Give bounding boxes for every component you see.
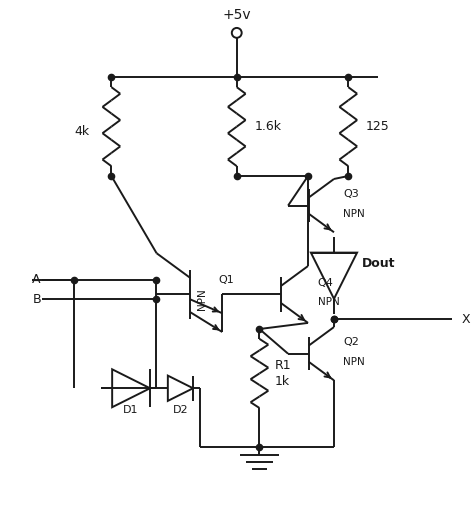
Text: X: X [462,313,471,325]
Text: NPN: NPN [343,356,365,367]
Text: 1.6k: 1.6k [255,120,282,133]
Text: NPN: NPN [343,208,365,219]
Text: NPN: NPN [318,298,339,307]
Text: 1k: 1k [274,375,290,388]
Text: R1: R1 [274,359,291,372]
Text: 4k: 4k [74,125,90,138]
Text: B: B [32,293,41,306]
Text: D2: D2 [173,405,188,415]
Text: D1: D1 [123,405,139,415]
Text: Q4: Q4 [318,278,334,287]
Text: NPN: NPN [197,288,207,310]
Text: Dout: Dout [362,258,395,270]
Text: 125: 125 [366,120,390,133]
Text: Q2: Q2 [343,337,359,347]
Text: A: A [32,273,41,286]
Text: Q3: Q3 [343,189,359,199]
Text: Q1: Q1 [218,275,234,284]
Text: +5v: +5v [222,8,251,22]
